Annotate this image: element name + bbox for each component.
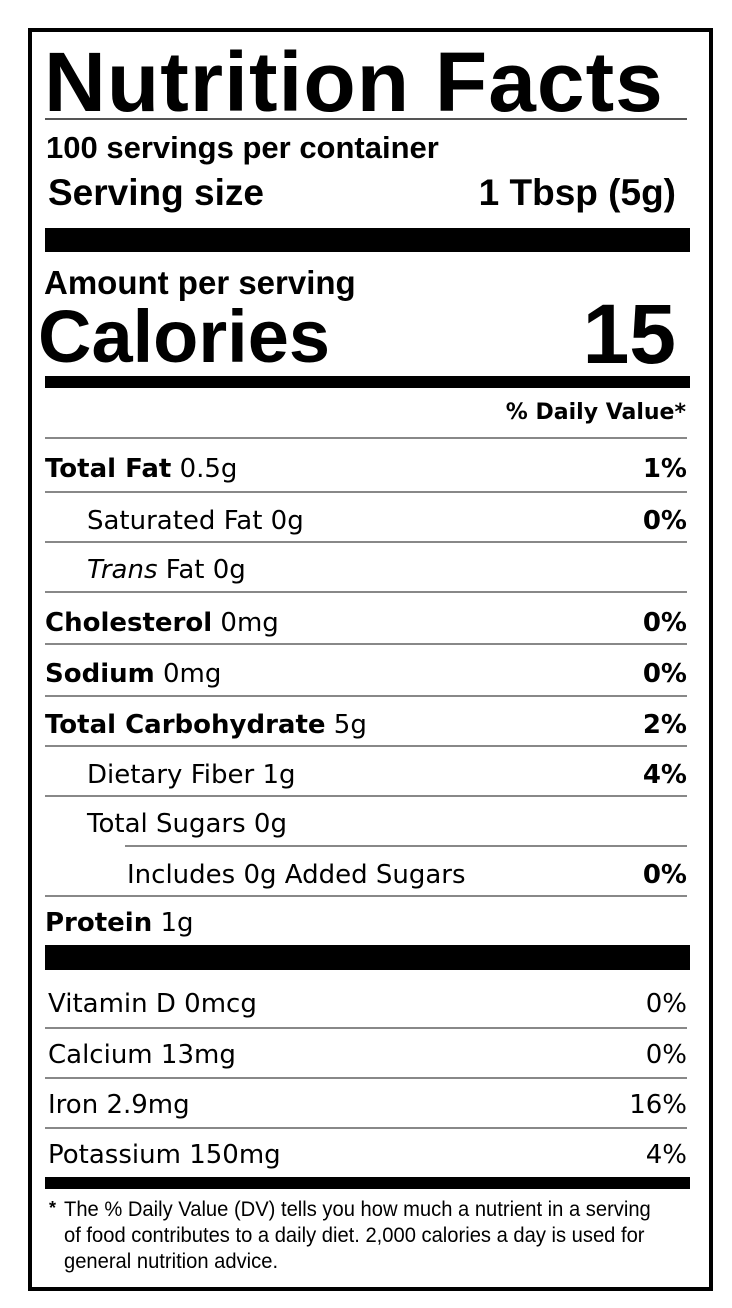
medium-divider [45,376,690,388]
divider [125,845,687,847]
nutrient-row-cholesterol: Cholesterol 0mg 0% [45,596,687,646]
vitamin-name: Iron [48,1090,99,1120]
thick-divider [45,945,690,970]
vitamin-name: Potassium [48,1140,181,1170]
vitamin-amount: 150mg [189,1140,281,1170]
thick-divider [45,228,690,252]
calories-label: Calories [38,295,331,378]
divider [45,895,687,897]
amount-per-serving: Amount per serving [44,264,356,301]
nutrient-row-trans-fat: Trans Fat 0g [45,543,687,593]
vitamin-row-iron: Iron 2.9mg 16% [45,1078,687,1128]
nutrient-dv: 2% [642,710,687,740]
footnote: The % Daily Value (DV) tells you how muc… [64,1198,651,1273]
vitamin-row-vitamin-d: Vitamin D 0mcg 0% [45,977,687,1027]
label-border [28,28,713,1291]
divider [45,745,687,747]
medium-divider [45,1177,690,1189]
nutrient-name: Total Sugars [87,809,246,839]
vitamin-amount: 13mg [160,1040,236,1070]
vitamin-dv: 0% [645,1040,687,1070]
vitamin-name: Calcium [48,1040,153,1070]
nutrient-amount: 1g [160,908,194,938]
nutrient-name-rest: Fat [165,555,205,585]
nutrient-row-dietary-fiber: Dietary Fiber 1g 4% [45,748,687,798]
daily-value-header: % Daily Value* [505,400,686,425]
divider [45,437,687,439]
nutrient-dv: 0% [642,659,687,689]
nutrient-amount: 1g [262,760,296,790]
vitamin-row-potassium: Potassium 150mg 4% [45,1128,687,1178]
servings-per-container: 100 servings per container [46,130,439,165]
divider [45,491,687,493]
nutrient-name: Includes 0g Added Sugars [127,860,466,890]
nutrient-amount: 0.5g [179,454,238,484]
nutrient-row-protein: Protein 1g [45,896,687,946]
divider [45,643,687,645]
nutrient-dv: 0% [642,860,687,890]
nutrient-dv: 4% [642,760,687,790]
nutrient-amount: 0mg [220,608,279,638]
serving-size-label: Serving size [48,172,264,213]
nutrient-row-added-sugars: Includes 0g Added Sugars 0% [45,848,687,898]
divider [45,1027,687,1029]
vitamin-dv: 16% [629,1090,687,1120]
divider [45,795,687,797]
nutrient-name: Trans [87,555,158,585]
nutrient-amount: 5g [333,710,367,740]
nutrient-row-total-fat: Total Fat 0.5g 1% [45,442,687,492]
label-title: Nutrition Facts [44,35,664,129]
footnote-star: * [49,1198,57,1218]
nutrient-name: Dietary Fiber [87,760,255,790]
vitamin-dv: 0% [645,989,687,1019]
nutrient-row-saturated-fat: Saturated Fat 0g 0% [45,494,687,544]
divider [45,1077,687,1079]
divider [45,541,687,543]
nutrient-name: Protein [45,908,153,938]
calories-value: 15 [582,287,676,381]
nutrient-dv: 1% [642,454,687,484]
nutrient-row-total-sugars: Total Sugars 0g [45,797,687,847]
nutrient-name: Total Fat [45,454,172,484]
nutrient-amount: 0g [212,555,246,585]
divider [45,591,687,593]
vitamin-dv: 4% [645,1140,687,1170]
nutrient-name: Sodium [45,659,155,689]
nutrient-name: Total Carbohydrate [45,710,326,740]
vitamin-amount: 2.9mg [106,1090,190,1120]
nutrient-row-total-carbohydrate: Total Carbohydrate 5g 2% [45,698,687,748]
nutrient-dv: 0% [642,608,687,638]
serving-size-value: 1 Tbsp (5g) [478,172,676,213]
nutrient-amount: 0g [270,506,304,536]
nutrient-dv: 0% [642,506,687,536]
divider [45,695,687,697]
nutrient-name: Cholesterol [45,608,213,638]
vitamin-row-calcium: Calcium 13mg 0% [45,1028,687,1078]
nutrient-amount: 0g [253,809,287,839]
divider [45,118,687,120]
vitamin-amount: 0mcg [184,989,257,1019]
divider [45,1127,687,1129]
nutrient-row-sodium: Sodium 0mg 0% [45,647,687,697]
nutrient-amount: 0mg [162,659,222,689]
nutrient-name: Saturated Fat [87,506,263,536]
vitamin-name: Vitamin D [48,989,176,1019]
